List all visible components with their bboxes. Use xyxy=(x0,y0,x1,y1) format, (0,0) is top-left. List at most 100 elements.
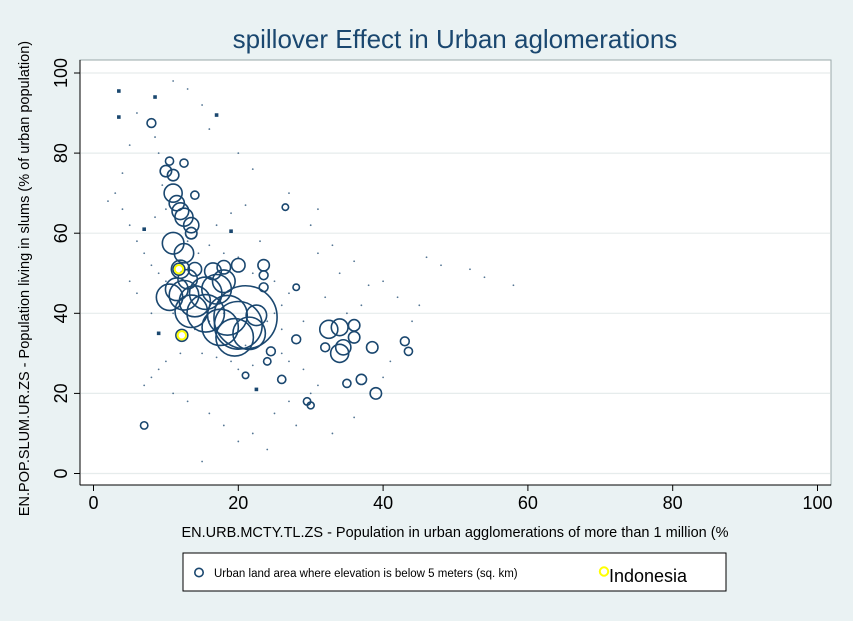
data-point xyxy=(369,386,383,400)
data-point xyxy=(179,158,189,168)
data-point xyxy=(254,387,259,392)
background-dot xyxy=(360,304,363,307)
data-point xyxy=(258,270,269,281)
data-point xyxy=(139,420,149,430)
data-point xyxy=(292,283,301,292)
data-point xyxy=(187,261,203,277)
background-dot xyxy=(288,360,290,363)
background-dot xyxy=(197,252,200,255)
background-dot xyxy=(259,240,261,243)
data-point xyxy=(170,259,191,280)
x-tick-label: 60 xyxy=(518,493,538,513)
data-point xyxy=(258,282,269,293)
background-dot xyxy=(309,224,312,227)
background-dot xyxy=(389,360,392,363)
background-dot xyxy=(143,384,146,387)
data-point xyxy=(211,269,236,294)
y-tick-label: 20 xyxy=(51,383,71,403)
data-point xyxy=(168,194,186,212)
legend: Urban land area where elevation is below… xyxy=(182,552,727,592)
data-point xyxy=(281,203,290,212)
x-tick-label: 20 xyxy=(228,493,248,513)
background-dot xyxy=(230,212,232,215)
data-point xyxy=(163,183,183,203)
data-point xyxy=(184,226,198,240)
indonesia-point xyxy=(173,264,185,275)
background-dot xyxy=(230,360,232,363)
background-dot xyxy=(273,280,276,283)
background-dot xyxy=(208,412,211,415)
background-dot xyxy=(266,448,269,451)
background-dot xyxy=(440,264,442,267)
data-point xyxy=(365,340,379,354)
background-dot xyxy=(280,304,283,307)
y-tick-label: 100 xyxy=(51,58,71,88)
data-point xyxy=(142,227,146,231)
y-tick-label: 40 xyxy=(51,303,71,323)
background-dot xyxy=(186,400,189,403)
background-dot xyxy=(418,304,421,307)
data-point xyxy=(241,371,250,380)
background-dot xyxy=(317,384,319,387)
data-point xyxy=(213,300,263,350)
background-dot xyxy=(186,88,189,90)
background-dot xyxy=(222,252,225,255)
background-dot xyxy=(266,320,269,323)
background-dot xyxy=(107,200,109,203)
background-dot xyxy=(165,208,167,211)
series-urban-land-area xyxy=(117,89,414,430)
background-dot xyxy=(244,204,247,207)
data-point xyxy=(189,190,200,201)
data-point xyxy=(153,95,157,99)
background-dot xyxy=(425,256,428,259)
background-dot xyxy=(215,224,218,227)
background-dot xyxy=(121,172,124,175)
data-point xyxy=(232,316,267,351)
background-dot xyxy=(382,376,384,379)
data-point xyxy=(262,356,272,366)
background-dot xyxy=(317,208,319,211)
background-dot xyxy=(143,252,146,255)
background-dot xyxy=(208,244,211,247)
background-dot xyxy=(251,432,254,435)
background-dot xyxy=(237,440,240,443)
background-dot xyxy=(251,168,254,171)
background-dot xyxy=(288,192,290,195)
data-point xyxy=(355,373,368,386)
data-point xyxy=(155,283,184,312)
background-dot xyxy=(288,400,290,403)
data-point xyxy=(156,331,161,336)
background-dot xyxy=(382,280,384,283)
background-dot xyxy=(157,368,160,371)
data-point xyxy=(186,293,226,333)
plot-area xyxy=(79,59,832,486)
indonesia-point-outline xyxy=(175,328,189,343)
background-dot xyxy=(469,268,471,271)
background-dot xyxy=(302,368,305,371)
legend-label-indonesia: Indonesia xyxy=(609,566,688,586)
background-dot xyxy=(346,312,348,315)
background-dot xyxy=(280,328,283,331)
background-dot xyxy=(136,112,138,114)
data-point xyxy=(182,216,200,234)
legend-box xyxy=(182,552,727,592)
background-dot xyxy=(222,424,225,427)
y-tick-label: 0 xyxy=(51,468,71,478)
background-dot xyxy=(251,364,254,367)
data-point xyxy=(245,304,268,327)
background-dot xyxy=(288,292,290,295)
indonesia-point-outline xyxy=(172,262,186,276)
data-point xyxy=(306,401,315,410)
chart-title: spillover Effect in Urban aglomerations xyxy=(233,24,678,54)
data-point xyxy=(146,117,157,129)
y-tick-label: 80 xyxy=(51,143,71,163)
background-dot xyxy=(367,284,370,287)
background-dot xyxy=(251,272,254,275)
data-point xyxy=(171,202,190,221)
background-dot xyxy=(150,312,153,315)
x-tick-label: 40 xyxy=(373,493,393,513)
x-axis-title: EN.URB.MCTY.TL.ZS - Population in urban … xyxy=(182,525,729,541)
data-point xyxy=(265,346,277,357)
data-point xyxy=(166,168,180,182)
background-dot xyxy=(201,352,204,355)
